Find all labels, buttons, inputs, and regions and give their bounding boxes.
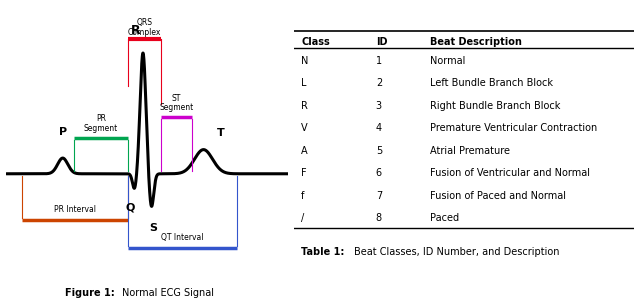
Text: 3: 3: [376, 101, 382, 111]
Text: N: N: [301, 56, 308, 66]
Text: Paced: Paced: [430, 213, 460, 223]
Text: Atrial Premature: Atrial Premature: [430, 146, 510, 156]
Text: R: R: [301, 101, 308, 111]
Text: ID: ID: [376, 37, 387, 47]
Text: Normal: Normal: [430, 56, 465, 66]
Text: Class: Class: [301, 37, 330, 47]
Text: 5: 5: [376, 146, 382, 156]
Text: V: V: [301, 123, 308, 133]
Text: Fusion of Ventricular and Normal: Fusion of Ventricular and Normal: [430, 168, 590, 178]
Text: QRS
Complex: QRS Complex: [128, 18, 161, 37]
Text: 7: 7: [376, 191, 382, 201]
Text: S: S: [149, 223, 157, 233]
Text: Right Bundle Branch Block: Right Bundle Branch Block: [430, 101, 561, 111]
Text: 2: 2: [376, 78, 382, 88]
Text: 1: 1: [376, 56, 382, 66]
Text: Left Bundle Branch Block: Left Bundle Branch Block: [430, 78, 553, 88]
Text: Q: Q: [125, 202, 135, 212]
Text: T: T: [216, 128, 224, 138]
Text: L: L: [301, 78, 307, 88]
Text: 4: 4: [376, 123, 382, 133]
Text: ST
Segment: ST Segment: [159, 94, 194, 112]
Text: 8: 8: [376, 213, 382, 223]
Text: Beat Description: Beat Description: [430, 37, 522, 47]
Text: /: /: [301, 213, 305, 223]
Text: PR Interval: PR Interval: [54, 206, 96, 214]
Text: Beat Classes, ID Number, and Description: Beat Classes, ID Number, and Description: [354, 247, 559, 257]
Text: F: F: [301, 168, 307, 178]
Text: Fusion of Paced and Normal: Fusion of Paced and Normal: [430, 191, 566, 201]
Text: 6: 6: [376, 168, 382, 178]
Text: f: f: [301, 191, 305, 201]
Text: PR
Segment: PR Segment: [84, 114, 118, 133]
Text: Premature Ventricular Contraction: Premature Ventricular Contraction: [430, 123, 597, 133]
Text: Figure 1:: Figure 1:: [65, 288, 115, 298]
Text: Normal ECG Signal: Normal ECG Signal: [122, 288, 214, 298]
Text: QT Interval: QT Interval: [161, 233, 204, 242]
Text: P: P: [59, 127, 67, 137]
Text: A: A: [301, 146, 308, 156]
Text: R: R: [131, 24, 141, 37]
Text: Table 1:: Table 1:: [301, 247, 344, 257]
